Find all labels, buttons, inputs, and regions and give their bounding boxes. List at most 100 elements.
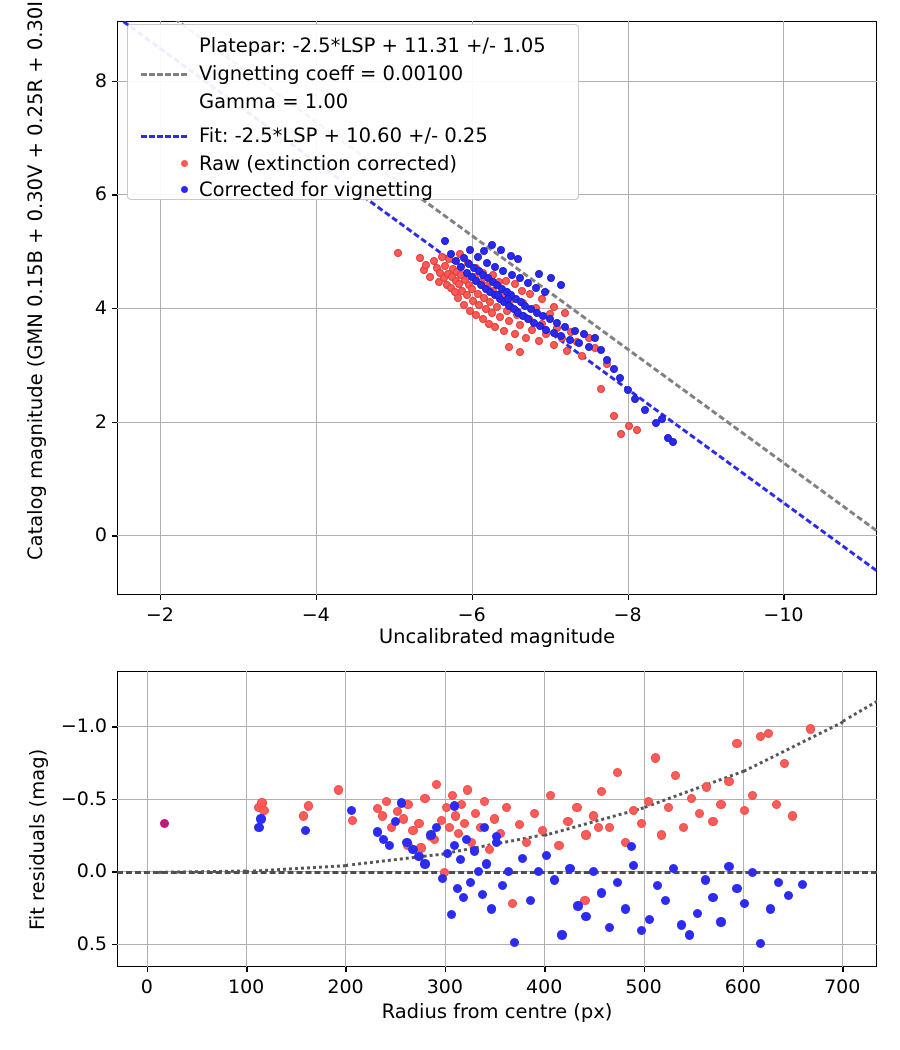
x-tick <box>544 967 546 972</box>
data-point <box>623 385 632 394</box>
data-point <box>621 904 631 914</box>
data-point <box>447 250 456 258</box>
data-point <box>408 844 418 855</box>
data-point <box>451 811 461 821</box>
data-point <box>636 926 647 936</box>
data-point <box>573 901 583 911</box>
data-point <box>487 241 496 250</box>
data-point <box>724 862 734 872</box>
y-tick-label: 0.5 <box>76 932 107 955</box>
legend-entry[interactable]: Gamma = 1.00 <box>127 90 579 113</box>
data-point <box>458 286 467 295</box>
data-point <box>454 294 463 303</box>
x-tick <box>159 595 162 600</box>
data-point <box>483 258 492 267</box>
data-point <box>627 841 637 852</box>
x-tick-label: −6 <box>457 604 486 626</box>
legend-label: Platepar: -2.5*LSP + 11.31 +/- 1.05 <box>199 34 546 57</box>
data-point <box>579 330 588 339</box>
data-point <box>557 332 566 341</box>
data-point <box>553 318 562 327</box>
data-point <box>422 260 431 269</box>
data-point <box>701 782 711 792</box>
data-point <box>381 796 391 807</box>
data-point <box>491 263 500 272</box>
data-point <box>540 288 549 297</box>
data-point <box>517 853 527 863</box>
data-point <box>459 892 469 902</box>
x-tick-label: 500 <box>625 976 662 998</box>
data-point <box>396 798 406 808</box>
y-tick <box>112 535 117 537</box>
data-point <box>377 811 387 821</box>
data-point <box>643 796 654 807</box>
x-tick-label: 100 <box>228 976 265 998</box>
data-point <box>497 881 508 891</box>
data-point <box>708 817 718 827</box>
x-tick-label: 600 <box>724 976 762 998</box>
data-point <box>609 411 618 420</box>
data-point <box>549 340 558 349</box>
data-point <box>700 875 710 885</box>
data-point <box>256 814 266 824</box>
data-point <box>613 767 623 778</box>
legend-entry[interactable]: Platepar: -2.5*LSP + 11.31 +/- 1.05 <box>127 34 579 57</box>
x-tick-label: 200 <box>327 976 364 998</box>
data-point <box>515 321 524 330</box>
data-point <box>668 863 678 873</box>
data-point <box>523 278 532 287</box>
data-point <box>545 791 555 801</box>
data-point <box>764 728 774 738</box>
data-point <box>416 253 425 262</box>
data-point <box>471 808 481 818</box>
data-point <box>333 785 344 795</box>
data-point <box>668 438 677 447</box>
gridline-vertical <box>742 671 744 967</box>
data-point <box>304 801 314 811</box>
data-point <box>549 329 558 337</box>
legend-entry[interactable]: Raw (extinction corrected) <box>127 152 579 175</box>
fit-residuals-layer <box>117 671 877 967</box>
data-point <box>594 823 604 833</box>
data-point <box>597 888 607 898</box>
data-point <box>660 895 670 905</box>
trend-line-zero-residual <box>117 871 877 875</box>
data-point <box>590 333 599 342</box>
data-point <box>732 738 742 749</box>
legend-key-fit-line <box>141 135 187 138</box>
data-point <box>547 274 556 283</box>
x-tick-label: 0 <box>140 976 153 998</box>
legend-entry[interactable]: Fit: -2.5*LSP + 10.60 +/- 0.25 <box>127 124 579 147</box>
x-tick-label: 400 <box>526 976 563 998</box>
data-point <box>474 866 484 876</box>
data-point <box>716 917 726 927</box>
data-point <box>453 884 463 894</box>
x-tick <box>345 967 347 972</box>
x-tick-label: −10 <box>763 604 804 626</box>
data-point <box>480 293 489 302</box>
data-point <box>605 923 615 933</box>
x-tick <box>246 967 248 972</box>
legend-entry[interactable]: Vignetting coeff = 0.00100 <box>127 62 579 85</box>
legend-entry[interactable]: Corrected for vignetting <box>127 178 579 201</box>
legend-label: Corrected for vignetting <box>199 178 433 201</box>
data-point <box>797 879 808 889</box>
x-tick <box>627 595 629 600</box>
data-point <box>522 333 531 342</box>
data-point <box>605 823 615 833</box>
data-point <box>384 840 394 850</box>
data-point <box>487 308 496 317</box>
data-point <box>420 859 430 869</box>
data-point <box>472 276 481 285</box>
x-tick <box>643 967 645 972</box>
ax2-xlabel: Radius from centre (px) <box>381 1000 613 1023</box>
data-point <box>259 805 269 815</box>
data-point <box>529 808 539 818</box>
data-point <box>563 817 573 827</box>
data-point <box>581 911 591 921</box>
gridline-horizontal <box>117 798 877 800</box>
data-point <box>432 823 442 833</box>
data-point <box>463 785 473 795</box>
data-point <box>740 805 750 815</box>
y-tick-label: 0.0 <box>76 860 107 883</box>
